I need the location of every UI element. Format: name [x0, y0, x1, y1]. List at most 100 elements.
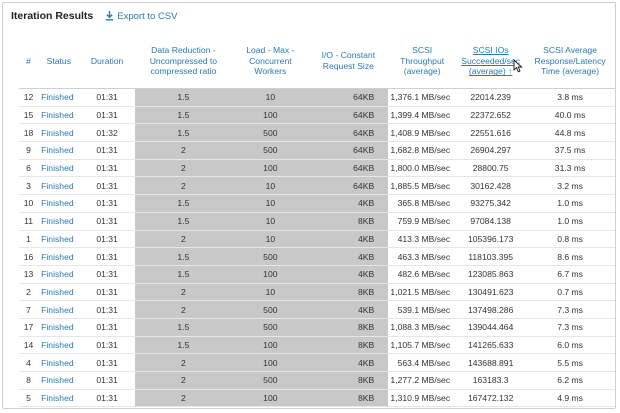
cell-ios-succeeded: 141265.633 — [456, 336, 526, 355]
cell-number: 17 — [19, 318, 39, 337]
export-csv-button[interactable]: Export to CSV — [105, 11, 177, 22]
cell-latency: 6.2 ms — [525, 371, 615, 390]
cell-latency: 5.5 ms — [525, 353, 615, 372]
cell-latency: 1.0 ms — [525, 194, 615, 213]
cell-data-reduction: 2 — [134, 283, 233, 302]
cell-status[interactable]: Finished — [38, 300, 80, 319]
cell-load: 500 — [232, 141, 309, 160]
cell-data-reduction: 2 — [134, 230, 233, 249]
cell-status[interactable]: Finished — [38, 318, 80, 337]
cell-status[interactable]: Finished — [38, 265, 80, 284]
cell-io-size: 4KB — [308, 194, 389, 213]
table-row[interactable]: 11 Finished 01:31 1.5 10 8KB 759.9 MB/sec 97084… — [19, 212, 615, 231]
cell-status[interactable]: Finished — [38, 176, 80, 196]
table-row[interactable]: 1 Finished 01:31 2 10 4KB 413.3 MB/sec 105396.1… — [19, 230, 615, 249]
cell-status[interactable]: Finished — [38, 106, 80, 125]
cell-status[interactable]: Finished — [38, 159, 80, 178]
table-row[interactable]: 6 Finished 01:31 2 100 64KB 1,800.0 MB/sec 2880… — [19, 159, 615, 178]
cell-io-size: 64KB — [308, 176, 389, 196]
cell-io-size: 4KB — [308, 247, 389, 266]
column-header-status[interactable]: Status — [38, 34, 80, 89]
cell-status[interactable]: Finished — [38, 88, 80, 107]
table-row[interactable]: 17 Finished 01:31 1.5 500 8KB 1,088.3 MB/sec 13… — [19, 318, 615, 337]
cell-data-reduction: 2 — [134, 159, 233, 178]
cell-ios-succeeded: 105396.173 — [456, 230, 526, 249]
cell-data-reduction: 2 — [134, 300, 233, 319]
cell-load: 500 — [232, 371, 309, 390]
cell-io-size: 8KB — [308, 283, 389, 302]
cell-status[interactable]: Finished — [38, 230, 80, 249]
table-row[interactable]: 3 Finished 01:31 2 10 64KB 1,885.5 MB/sec 30162… — [19, 176, 615, 196]
table-row[interactable]: 18 Finished 01:32 1.5 500 64KB 1,408.9 MB/sec 2… — [19, 123, 615, 143]
table-row[interactable]: 16 Finished 01:31 1.5 500 4KB 463.3 MB/sec 1181… — [19, 247, 615, 266]
cell-status[interactable]: Finished — [38, 336, 80, 355]
cell-number: 7 — [19, 300, 39, 319]
cell-ios-succeeded: 22014.239 — [456, 88, 526, 107]
table-row[interactable]: 9 Finished 01:31 2 500 64KB 1,682.8 MB/sec 2690… — [19, 141, 615, 160]
cell-duration: 01:31 — [79, 247, 135, 266]
cell-duration: 01:32 — [79, 123, 135, 143]
cell-duration: 01:31 — [79, 371, 135, 390]
cell-latency: 7.3 ms — [525, 318, 615, 337]
cell-status[interactable]: Finished — [38, 389, 80, 408]
column-header-throughput[interactable]: SCSI Throughput (average) — [388, 34, 457, 89]
cell-load: 500 — [232, 318, 309, 337]
cell-latency: 3.8 ms — [525, 88, 615, 107]
cell-throughput: 1,021.5 MB/sec — [388, 283, 457, 302]
table-row[interactable]: 4 Finished 01:31 2 100 4KB 563.4 MB/sec 143688.… — [19, 353, 615, 372]
cell-duration: 01:31 — [79, 389, 135, 408]
cell-status[interactable]: Finished — [38, 194, 80, 213]
cell-throughput: 1,800.0 MB/sec — [388, 159, 457, 178]
cell-number: 10 — [19, 194, 39, 213]
column-header-data-reduction[interactable]: Data Reduction - Uncompressed to compres… — [134, 34, 233, 89]
table-row[interactable]: 5 Finished 01:31 2 100 8KB 1,310.9 MB/sec 16747… — [19, 389, 615, 408]
cell-data-reduction: 2 — [134, 176, 233, 196]
table-row[interactable]: 15 Finished 01:31 1.5 100 64KB 1,399.4 MB/sec 2… — [19, 106, 615, 125]
cell-ios-succeeded: 93275.342 — [456, 194, 526, 213]
table-row[interactable]: 12 Finished 01:31 1.5 10 64KB 1,376.1 MB/sec 22… — [19, 88, 615, 107]
cell-latency: 6.7 ms — [525, 265, 615, 284]
cell-latency: 4.9 ms — [525, 389, 615, 408]
cell-throughput: 1,088.3 MB/sec — [388, 318, 457, 337]
cell-load: 10 — [232, 230, 309, 249]
cell-number: 4 — [19, 353, 39, 372]
column-header-latency[interactable]: SCSI Average Response/Latency Time (aver… — [525, 34, 615, 89]
column-header-duration[interactable]: Duration — [79, 34, 135, 89]
cell-latency: 44.8 ms — [525, 123, 615, 143]
column-header-number[interactable]: # — [19, 34, 39, 89]
column-header-ios-succeeded[interactable]: SCSI IOs Succeeded/sec (average) ↑ — [456, 34, 526, 89]
cell-status[interactable]: Finished — [38, 353, 80, 372]
cell-ios-succeeded: 163183.3 — [456, 371, 526, 390]
table-row[interactable]: 10 Finished 01:31 1.5 10 4KB 365.8 MB/sec 93275… — [19, 194, 615, 213]
column-header-io-size[interactable]: I/O - Constant Request Size — [308, 34, 389, 89]
cell-load: 500 — [232, 300, 309, 319]
table-row[interactable]: 7 Finished 01:31 2 500 4KB 539.1 MB/sec 137498.… — [19, 300, 615, 319]
cell-duration: 01:31 — [79, 300, 135, 319]
cell-throughput: 482.6 MB/sec — [388, 265, 457, 284]
cell-load: 10 — [232, 283, 309, 302]
cell-status[interactable]: Finished — [38, 371, 80, 390]
cell-status[interactable]: Finished — [38, 247, 80, 266]
cell-number: 2 — [19, 283, 39, 302]
table-row[interactable]: 2 Finished 01:31 2 10 8KB 1,021.5 MB/sec 130491… — [19, 283, 615, 302]
cell-throughput: 1,277.2 MB/sec — [388, 371, 457, 390]
cell-status[interactable]: Finished — [38, 212, 80, 231]
table-row[interactable]: 13 Finished 01:31 1.5 100 4KB 482.6 MB/sec 1230… — [19, 265, 615, 284]
cell-load: 100 — [232, 353, 309, 372]
cell-throughput: 413.3 MB/sec — [388, 230, 457, 249]
cell-duration: 01:31 — [79, 230, 135, 249]
cell-status[interactable]: Finished — [38, 283, 80, 302]
cell-io-size: 64KB — [308, 88, 389, 107]
cell-io-size: 4KB — [308, 230, 389, 249]
cell-duration: 01:31 — [79, 141, 135, 160]
cell-load: 100 — [232, 265, 309, 284]
cell-data-reduction: 2 — [134, 371, 233, 390]
cell-status[interactable]: Finished — [38, 123, 80, 143]
table-row[interactable]: 8 Finished 01:31 2 500 8KB 1,277.2 MB/sec 16318… — [19, 371, 615, 390]
table-row[interactable]: 14 Finished 01:31 1.5 100 8KB 1,105.7 MB/sec 14… — [19, 336, 615, 355]
cell-load: 10 — [232, 194, 309, 213]
cell-io-size: 64KB — [308, 159, 389, 178]
cell-status[interactable]: Finished — [38, 141, 80, 160]
cell-ios-succeeded: 139044.464 — [456, 318, 526, 337]
column-header-load[interactable]: Load - Max - Concurrent Workers — [232, 34, 309, 89]
